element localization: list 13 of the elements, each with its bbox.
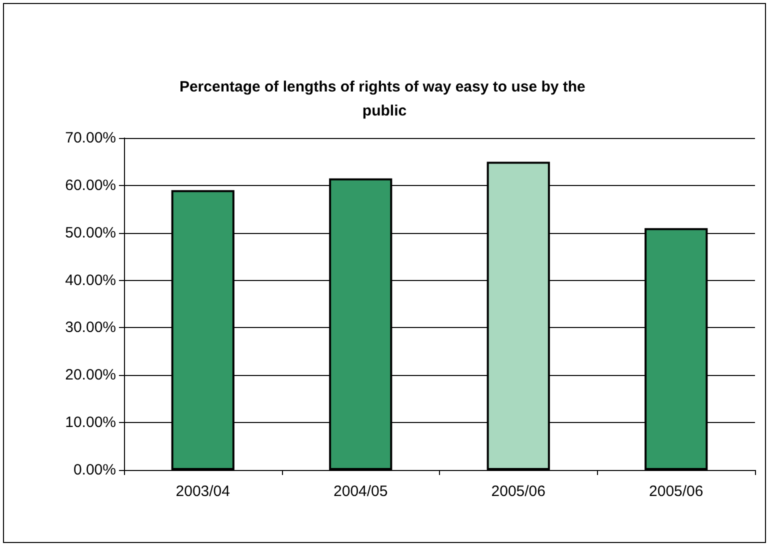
y-tick-label: 70.00% (65, 130, 116, 146)
y-tick-label: 0.00% (73, 462, 116, 478)
x-tick-label: 2005/06 (649, 483, 704, 500)
x-tick-label: 2004/05 (334, 483, 388, 500)
y-tick-label: 30.00% (65, 319, 116, 336)
x-tick-label: 2003/04 (176, 483, 230, 500)
y-tick-label: 10.00% (65, 414, 116, 432)
x-tick-label: 2005/06 (491, 483, 546, 500)
chart-title: Percentage of lengths of rights of way easy to use by the public (179, 78, 590, 120)
y-tick-label: 50.00% (65, 224, 116, 242)
y-tick-label: 20.00% (65, 366, 116, 384)
y-tick-label: 40.00% (65, 272, 116, 289)
y-tick-label: 60.00% (65, 176, 116, 194)
